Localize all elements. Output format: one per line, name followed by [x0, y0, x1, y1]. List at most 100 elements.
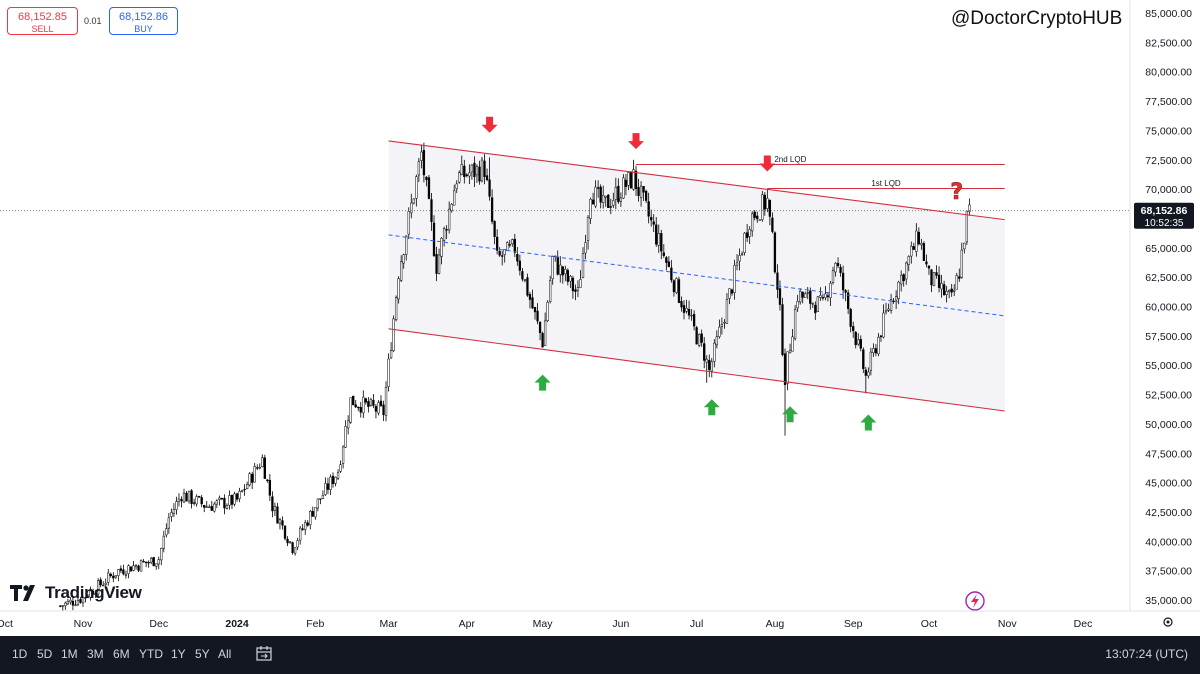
- candle: [162, 530, 165, 553]
- candle-body: [367, 401, 370, 407]
- candle: [142, 559, 145, 563]
- candle-body: [763, 194, 766, 210]
- candle-body: [177, 498, 181, 502]
- candle: [84, 597, 87, 603]
- candle: [389, 342, 393, 359]
- buy-button[interactable]: 68,152.86 BUY: [109, 7, 178, 35]
- candle: [102, 581, 105, 587]
- timeframe-button-5y[interactable]: 5Y: [195, 647, 210, 661]
- candle: [847, 289, 850, 315]
- candle-body: [445, 229, 448, 231]
- candle: [771, 212, 774, 234]
- candle: [672, 279, 676, 297]
- candle-body: [425, 176, 428, 180]
- timeframe-button-1y[interactable]: 1Y: [171, 647, 186, 661]
- candle: [533, 306, 537, 320]
- candle: [723, 319, 726, 329]
- price-chart[interactable]: 2nd LQD 1st LQD? 85,000.00 82,500.00 80,000…: [0, 0, 1200, 636]
- candle-body: [543, 320, 547, 346]
- candle-body: [930, 269, 933, 286]
- timeframe-button-5d[interactable]: 5D: [37, 647, 53, 661]
- candle: [599, 184, 602, 209]
- candle-body: [834, 262, 837, 273]
- candle: [897, 280, 900, 305]
- candle-body: [700, 333, 703, 343]
- candle: [700, 329, 703, 347]
- candle: [190, 489, 193, 509]
- candle: [617, 178, 620, 204]
- candle-body: [720, 323, 724, 327]
- tradingview-logo-icon: [10, 585, 35, 601]
- timeframe-button-6m[interactable]: 6M: [113, 647, 130, 661]
- candle-body: [493, 221, 496, 237]
- candle-body: [440, 238, 443, 257]
- candle: [670, 260, 673, 283]
- candle: [811, 302, 814, 309]
- candle-body: [162, 535, 165, 549]
- candle: [965, 210, 968, 245]
- price-axis[interactable]: 85,000.00 82,500.00 80,000.00 77,500.00 75,0…: [1129, 0, 1192, 611]
- price-tick-label: 60,000.00: [1145, 302, 1192, 314]
- candle-body: [235, 493, 239, 500]
- candle: [602, 185, 605, 209]
- candle: [591, 192, 595, 205]
- candle: [137, 564, 140, 573]
- timeframe-button-1m[interactable]: 1M: [61, 647, 78, 661]
- candle-body: [776, 272, 779, 290]
- candle-body: [912, 246, 915, 250]
- candle: [324, 477, 327, 497]
- candle-body: [415, 176, 418, 199]
- up-arrow-marker: [782, 406, 799, 423]
- candle: [215, 499, 218, 509]
- candle: [225, 503, 229, 510]
- timeframe-button-ytd[interactable]: YTD: [139, 647, 163, 661]
- candle: [114, 575, 117, 579]
- candle-body: [629, 171, 633, 189]
- candle-body: [488, 179, 491, 197]
- price-tick-label: 50,000.00: [1145, 419, 1192, 431]
- timeframe-button-all[interactable]: All: [218, 647, 232, 661]
- candle-body: [382, 404, 385, 416]
- candle-body: [253, 466, 256, 483]
- candle-body: [859, 339, 862, 349]
- candle: [220, 497, 224, 501]
- candle-body: [597, 187, 600, 189]
- candle: [576, 280, 580, 298]
- candle-body: [283, 525, 287, 539]
- candle: [538, 321, 542, 341]
- date-range-icon[interactable]: [255, 645, 273, 663]
- candle-body: [465, 174, 468, 176]
- candle: [352, 395, 355, 406]
- lightning-icon-ring: [965, 591, 985, 611]
- candle-body: [349, 397, 352, 423]
- sell-price: 68,152.85: [18, 11, 67, 23]
- candle-body: [950, 288, 953, 293]
- candle: [304, 519, 307, 535]
- candle: [586, 215, 590, 250]
- candle-body: [804, 293, 807, 298]
- candle: [581, 247, 585, 279]
- utc-clock[interactable]: 13:07:24 (UTC): [1105, 647, 1188, 661]
- candle: [354, 400, 357, 408]
- candle: [331, 472, 335, 488]
- candle: [521, 268, 524, 282]
- timeframe-button-3m[interactable]: 3M: [87, 647, 104, 661]
- candle-body: [672, 280, 676, 293]
- candle: [377, 400, 380, 416]
- candle: [930, 269, 933, 293]
- candle-body: [432, 222, 436, 256]
- candle: [622, 174, 625, 199]
- timeframe-button-1d[interactable]: 1D: [12, 647, 28, 661]
- candle: [526, 273, 529, 297]
- candle-body: [208, 506, 211, 509]
- time-axis[interactable]: Oct Nov Dec 2024 Feb Mar Apr May Jun Jul Aug Sep Oct…: [0, 610, 1200, 630]
- tradingview-logo[interactable]: TradingView: [10, 583, 142, 603]
- candle-body: [412, 198, 415, 204]
- candle-body: [751, 213, 754, 232]
- candle-body: [508, 244, 511, 246]
- time-tick-label: Nov: [998, 618, 1017, 630]
- candle: [874, 344, 878, 357]
- candle: [144, 561, 148, 568]
- candle: [917, 227, 921, 246]
- sell-button[interactable]: 68,152.85 SELL: [7, 7, 78, 35]
